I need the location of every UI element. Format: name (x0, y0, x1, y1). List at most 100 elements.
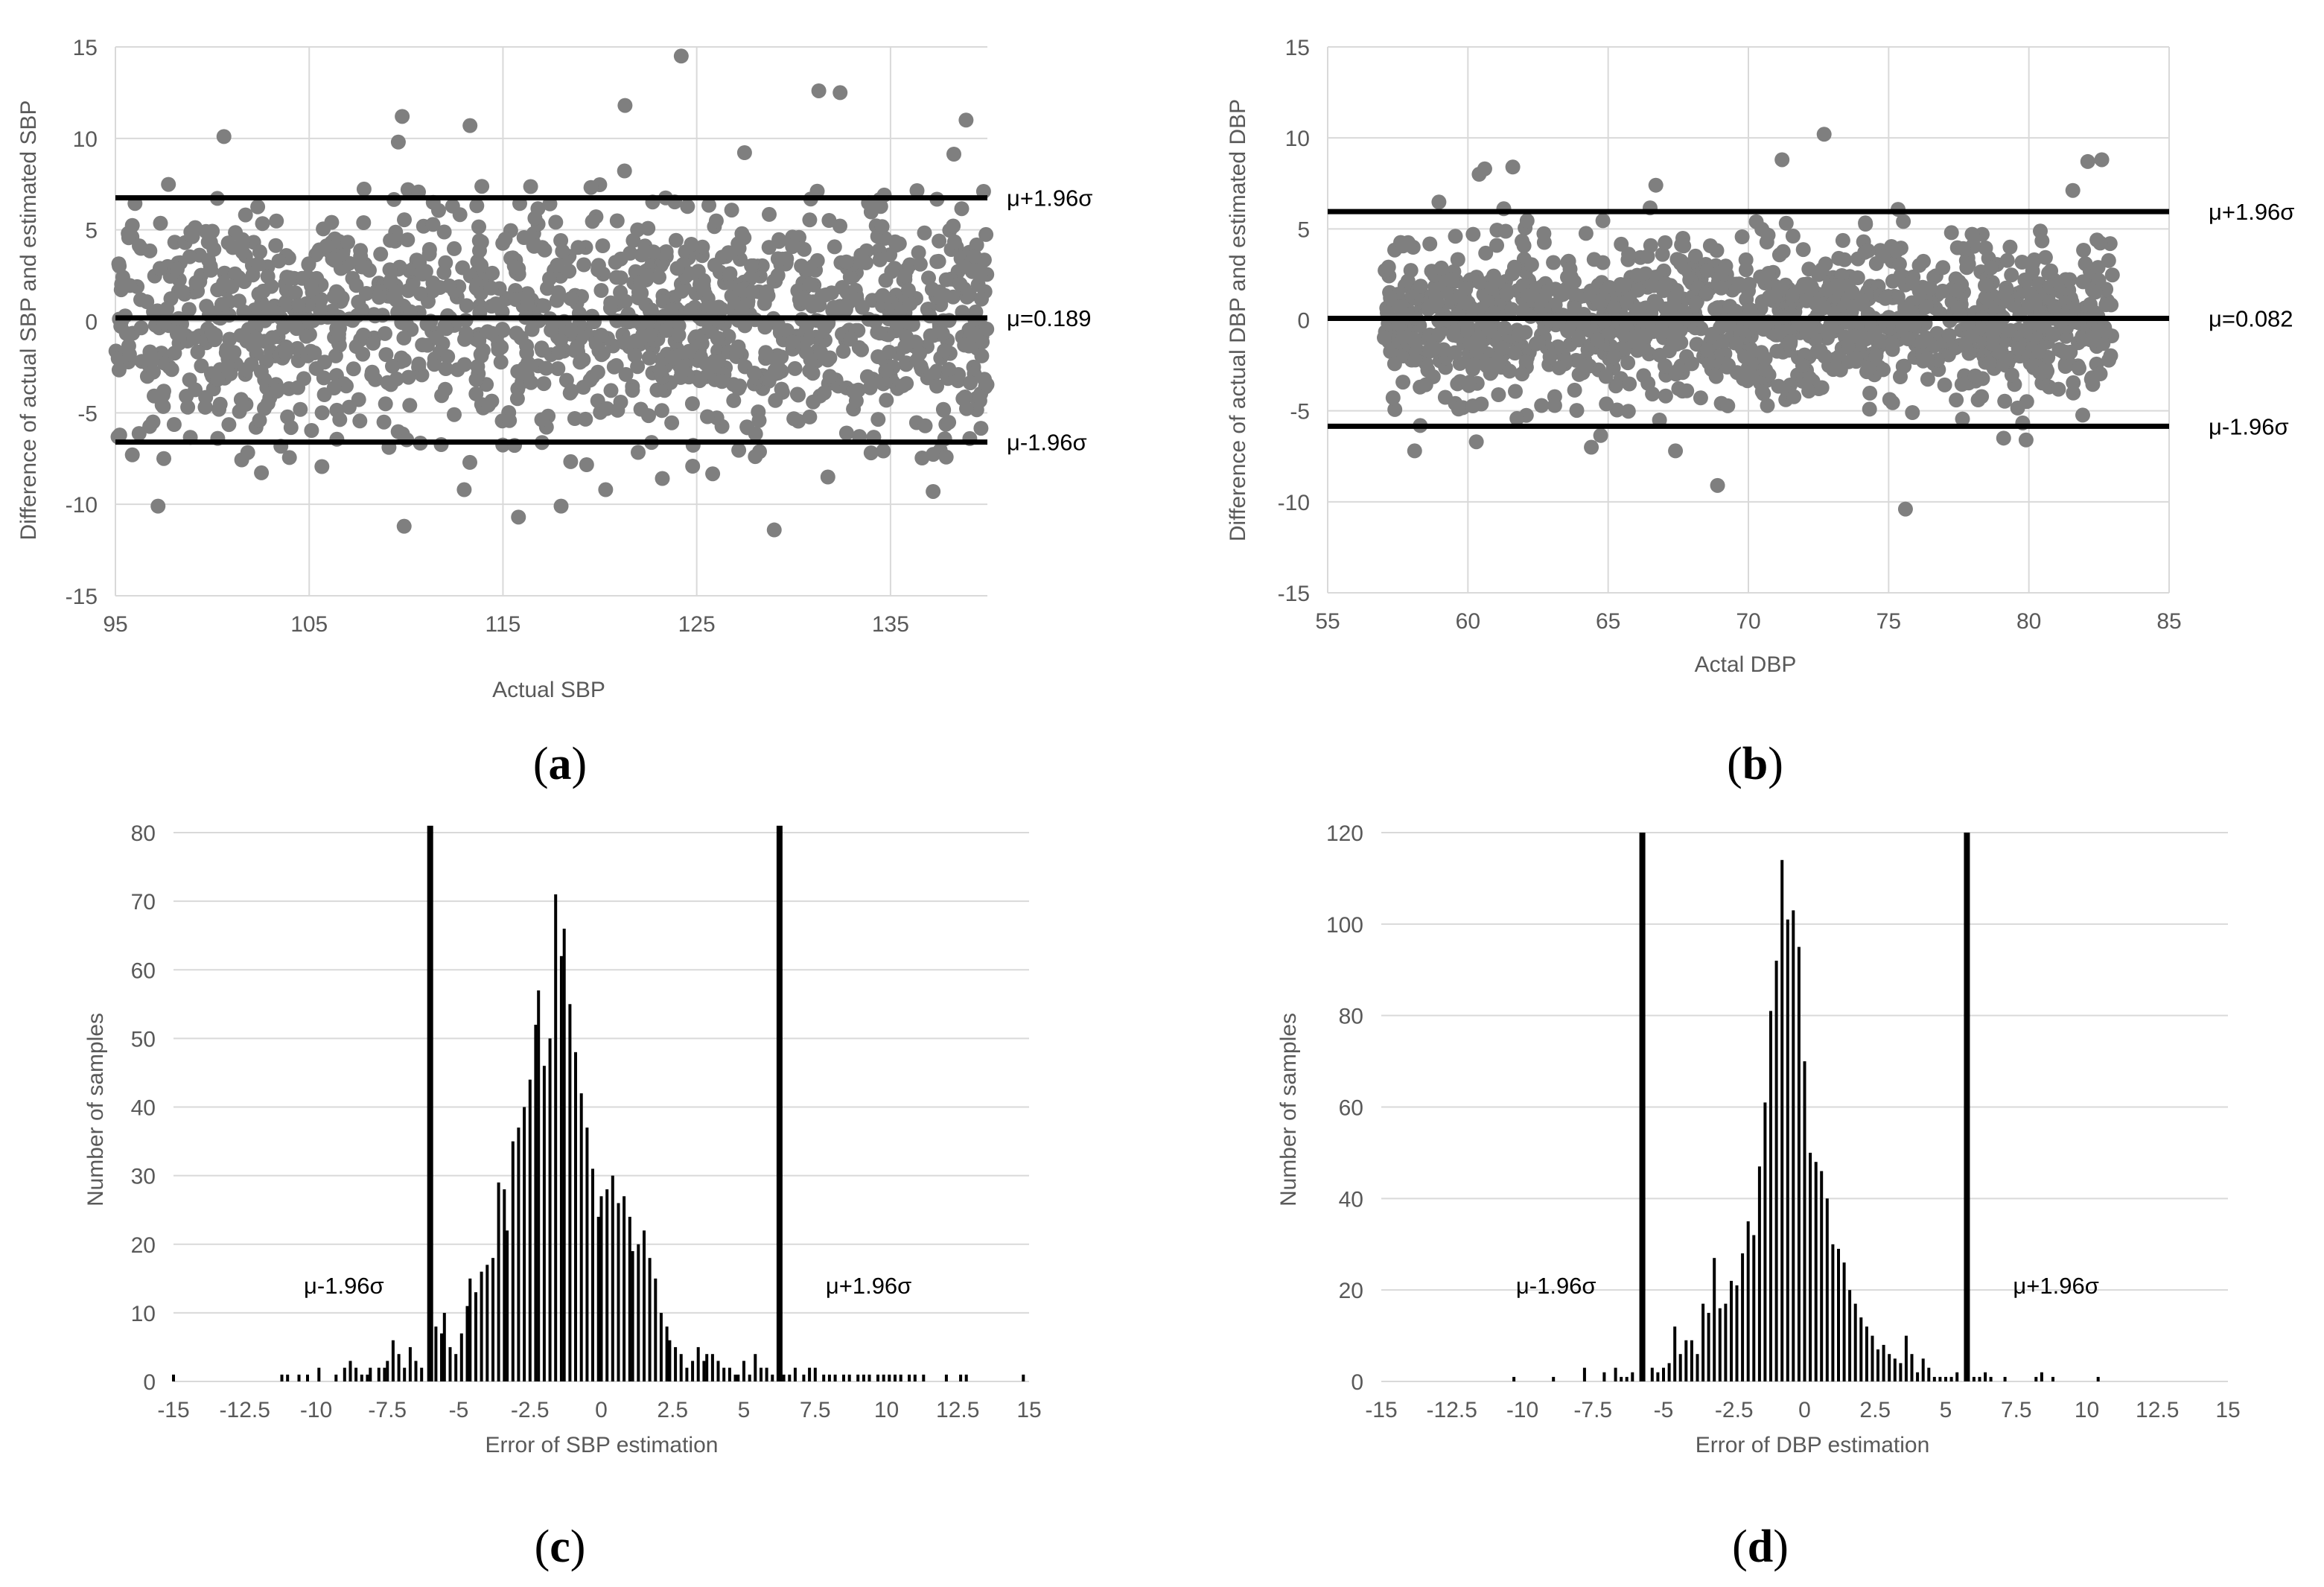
x-tick-label: 0 (1798, 1398, 1811, 1422)
scatter-point (1668, 366, 1684, 382)
scatter-point (502, 413, 518, 428)
scatter-point (634, 285, 649, 301)
scatter-point (1578, 226, 1594, 241)
scatter-point (1868, 348, 1884, 363)
scatter-point (1999, 252, 2015, 268)
scatter-point (2092, 235, 2108, 251)
scatter-point (1591, 293, 1606, 309)
panel-b-label: (b) (1727, 739, 1783, 789)
scatter-point (646, 244, 661, 260)
scatter-point (1546, 255, 1561, 270)
scatter-point (909, 183, 925, 198)
scatter-point (1786, 389, 1802, 404)
scatter-point (684, 237, 699, 252)
scatter-point (181, 302, 197, 317)
scatter-point (802, 212, 818, 228)
scatter-point (1795, 242, 1811, 258)
scatter-point (153, 215, 168, 231)
scatter-point (2090, 260, 2106, 276)
scatter-point (1497, 320, 1512, 336)
scatter-point (633, 401, 649, 417)
scatter-point (431, 203, 446, 218)
scatter-point (494, 322, 510, 337)
histogram-bar (788, 1374, 792, 1381)
scatter-point (668, 232, 684, 248)
histogram-bar (1678, 1354, 1682, 1381)
histogram-bar (605, 1189, 609, 1381)
scatter-point (520, 295, 535, 311)
scatter-point (862, 380, 878, 395)
histogram-bar (1916, 1372, 1920, 1381)
scatter-point (1646, 278, 1661, 293)
scatter-point (131, 426, 147, 442)
scatter-point (805, 366, 821, 381)
scatter-point (1483, 366, 1498, 381)
histogram-bar (1741, 1253, 1745, 1381)
scatter-point (1877, 290, 1893, 306)
scatter-point (519, 345, 535, 360)
histogram-bar (511, 1141, 515, 1381)
x-tick-label: 135 (872, 612, 909, 637)
scatter-point (1567, 274, 1582, 290)
x-tick-label: 0 (595, 1398, 608, 1422)
scatter-point (313, 302, 328, 318)
scatter-point (975, 184, 991, 199)
scatter-point (1450, 252, 1465, 267)
scatter-point (731, 442, 747, 458)
scatter-point (590, 364, 605, 380)
scatter-point (972, 268, 988, 284)
x-tick-label: 10 (874, 1398, 899, 1422)
scatter-point (1666, 296, 1682, 311)
histogram-bar (659, 1312, 663, 1381)
scatter-point (240, 445, 255, 460)
scatter-point (1742, 276, 1757, 292)
histogram-bar (369, 1367, 372, 1381)
scatter-point (1431, 194, 1447, 210)
scatter-point (768, 352, 783, 367)
scatter-point (111, 362, 127, 378)
scatter-point (340, 235, 355, 250)
histogram-bar (771, 1374, 774, 1381)
scatter-point (551, 284, 566, 300)
scatter-point (1451, 401, 1466, 417)
histogram-bar (579, 1093, 583, 1381)
scatter-point (1795, 357, 1810, 373)
scatter-point (1890, 289, 1906, 305)
scatter-point (1920, 351, 1935, 366)
scatter-point (402, 398, 418, 413)
scatter-point (630, 359, 646, 375)
scatter-point (232, 404, 247, 419)
scatter-point (1570, 332, 1586, 348)
scatter-point (1620, 404, 1636, 419)
scatter-point (1567, 382, 1582, 398)
histogram-bar (754, 1354, 757, 1381)
scatter-point (260, 269, 276, 284)
scatter-point (967, 249, 982, 264)
x-tick-label: -7.5 (368, 1398, 407, 1422)
scatter-point (436, 264, 452, 280)
scatter-point (351, 294, 366, 310)
scatter-point (1888, 244, 1904, 259)
histogram-bar (1899, 1363, 1903, 1381)
reference-line-label: μ-1.96σ (1007, 430, 1087, 456)
scatter-point (1556, 287, 1571, 302)
histogram-bar (497, 1182, 500, 1381)
scatter-point (859, 255, 873, 270)
scatter-point (757, 296, 772, 311)
scatter-point (1748, 214, 1764, 229)
scatter-point (1468, 434, 1484, 450)
scatter-point (563, 291, 579, 306)
x-tick-label: -15 (1365, 1398, 1397, 1422)
scatter-point (1981, 355, 1997, 371)
scatter-point (1524, 257, 1539, 273)
scatter-point (442, 278, 457, 293)
x-tick-label: 65 (1596, 609, 1620, 634)
scatter-point (493, 354, 509, 370)
reference-line-label: μ-1.96σ (1516, 1273, 1596, 1299)
histogram-bar (286, 1374, 290, 1381)
scatter-point (567, 411, 582, 426)
scatter-point (923, 328, 938, 343)
scatter-point (616, 334, 631, 350)
scatter-point (252, 244, 267, 260)
scatter-point (2002, 239, 2018, 255)
